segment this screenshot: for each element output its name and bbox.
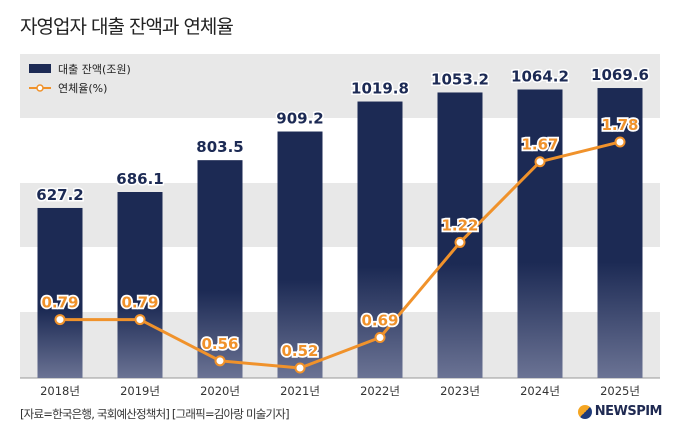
source-note: [자료=한국은행, 국회예산정책처] [그래픽=김아랑 미술기자] bbox=[20, 407, 290, 421]
x-tick-label: 2020년 bbox=[200, 384, 240, 398]
x-tick-label: 2024년 bbox=[520, 384, 560, 398]
logo-icon bbox=[577, 404, 592, 419]
rate-point bbox=[614, 136, 626, 148]
bar bbox=[357, 101, 403, 378]
bar-value-label: 803.5 bbox=[196, 138, 243, 156]
chart-title: 자영업자 대출 잔액과 연체율 bbox=[20, 16, 234, 38]
rate-value-label: 0.56 bbox=[201, 335, 238, 353]
rate-value-label: 1.78 bbox=[601, 116, 638, 134]
bar-value-label: 909.2 bbox=[276, 110, 323, 128]
bar-value-label: 1064.2 bbox=[511, 67, 569, 85]
legend-bar-label: 대출 잔액(조원) bbox=[58, 63, 131, 76]
rate-value-label: 0.69 bbox=[361, 312, 398, 330]
legend-bar-swatch bbox=[29, 64, 51, 73]
rate-value-label: 1.22 bbox=[441, 216, 478, 234]
grid-band bbox=[20, 247, 660, 312]
bar-value-label: 1069.6 bbox=[591, 66, 649, 84]
x-tick-label: 2019년 bbox=[120, 384, 160, 398]
rate-value-label: 1.67 bbox=[521, 136, 558, 154]
bar-value-label: 1053.2 bbox=[431, 70, 489, 88]
bar-value-label: 686.1 bbox=[116, 170, 163, 188]
bar-value-label: 1019.8 bbox=[351, 80, 409, 98]
rate-point bbox=[534, 156, 546, 168]
logo-text: NEWSPIM bbox=[594, 404, 663, 419]
rate-line bbox=[60, 140, 621, 370]
rate-point bbox=[374, 332, 386, 344]
bar bbox=[277, 131, 323, 378]
legend-line-label: 연체율(%) bbox=[58, 82, 107, 95]
legend-line-marker bbox=[36, 84, 44, 92]
bar bbox=[517, 89, 563, 379]
grid-band bbox=[20, 183, 660, 247]
x-tick-label: 2018년 bbox=[40, 384, 80, 398]
rate-point bbox=[214, 355, 226, 367]
bar bbox=[117, 191, 163, 378]
bar bbox=[197, 160, 243, 378]
grid-band bbox=[20, 312, 660, 378]
bar bbox=[37, 207, 83, 378]
rate-point bbox=[294, 362, 306, 374]
rate-point bbox=[454, 236, 466, 248]
newspim-logo: NEWSPIM bbox=[577, 404, 663, 419]
bar-value-label: 627.2 bbox=[36, 186, 83, 204]
rate-point bbox=[54, 314, 66, 326]
rate-value-label: 0.52 bbox=[281, 342, 318, 360]
chart: 627.2 2018년 686.1 2019년 803.5 2020년 909.2 2021년… bbox=[20, 54, 660, 398]
x-tick-label: 2023년 bbox=[440, 384, 480, 398]
x-tick-label: 2022년 bbox=[360, 384, 400, 398]
x-tick-label: 2025년 bbox=[600, 384, 640, 398]
rate-point bbox=[134, 314, 146, 326]
rate-value-label: 0.79 bbox=[41, 294, 78, 312]
bar bbox=[437, 92, 483, 378]
bar bbox=[597, 88, 643, 379]
x-tick-label: 2021년 bbox=[280, 384, 320, 398]
rate-value-label: 0.79 bbox=[121, 294, 158, 312]
